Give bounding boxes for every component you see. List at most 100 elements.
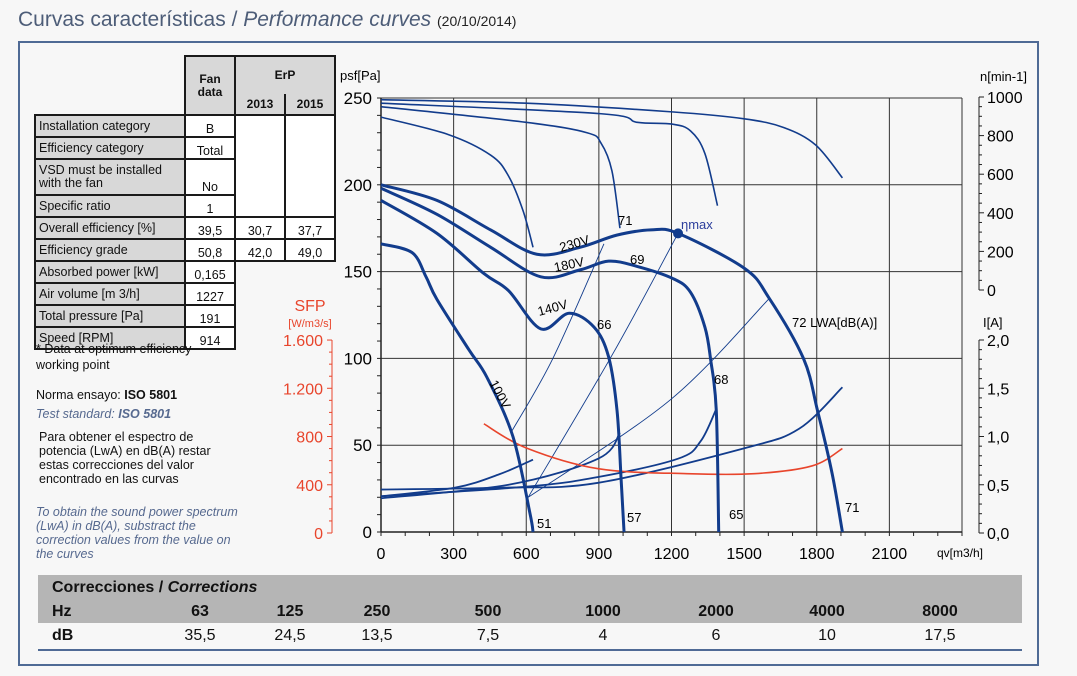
row-label: Installation category	[34, 114, 186, 138]
header-2015: 2015	[284, 94, 336, 116]
fan-table-row: Air volume [m 3/h] 1227	[34, 282, 335, 306]
fan-table-row: Installation category B	[34, 114, 336, 218]
fan-table-row: Overall efficiency [%] 39,5 30,7 37,7	[34, 216, 336, 240]
x-tick-label: 300	[440, 546, 467, 563]
row-2013-value: 42,0	[234, 238, 286, 262]
current-tick-label: 0,5	[987, 478, 1009, 495]
speed-curve-3	[380, 105, 621, 229]
corrections-table: Correcciones / Corrections Hz 63 125 250 50…	[38, 575, 1022, 651]
sound-level-label: 65	[729, 507, 743, 522]
fan-table-row: VSD must be installed with the fan No	[34, 158, 335, 196]
row-fan-value: 39,5	[184, 216, 236, 240]
y-tick-label: 150	[344, 263, 372, 282]
x-tick-label: 0	[377, 546, 386, 563]
speed-tick-label: 600	[987, 167, 1014, 184]
sfp-axis-label: SFP	[294, 298, 325, 315]
speed-axis-label: n[min-1]	[980, 69, 1027, 84]
row-label: Specific ratio	[34, 194, 186, 218]
system-line-1	[511, 243, 605, 432]
hz-value: 500	[474, 603, 502, 620]
row-label: Speed [RPM]	[34, 326, 186, 350]
current-tick-label: 1,0	[987, 430, 1009, 447]
correction-note-es: Para obtener el espectro de potencia (Lw…	[39, 430, 211, 486]
title-en: Performance curves	[243, 8, 432, 31]
norma-ensayo: Norma ensayo: ISO 5801	[36, 388, 178, 402]
hz-value: 63	[191, 603, 209, 620]
voltage-label: 230V	[558, 232, 592, 255]
fan-table-row: Speed [RPM] 914	[34, 326, 335, 350]
correction-note-en: To obtain the sound power spectrum (LwA)…	[36, 505, 238, 561]
row-fan-value: 1	[184, 194, 236, 218]
eta-max-label: ηmax	[681, 217, 713, 232]
y-tick-label: 50	[353, 436, 372, 455]
pressure-curve-100V	[380, 242, 535, 533]
hz-value: 125	[276, 603, 304, 620]
row-2015-value: 37,7	[284, 216, 336, 240]
fan-table-row: Specific ratio 1	[34, 194, 335, 218]
row-2015-value: 49,0	[284, 238, 336, 262]
sound-level-label: 68	[714, 372, 728, 387]
row-label: Overall efficiency [%]	[34, 216, 186, 240]
fan-table-row: Absorbed power [kW] 0,165	[34, 260, 335, 284]
optimum-note: * Data at optimum efficiency working poi…	[36, 342, 192, 372]
title-separator: /	[225, 8, 244, 31]
sfp-tick-label: 1.200	[283, 381, 323, 398]
db-value: 35,5	[184, 627, 216, 644]
speed-curve-2	[380, 102, 719, 206]
db-value: 13,5	[361, 627, 393, 644]
row-fan-value: 1227	[184, 282, 236, 306]
db-value: 6	[711, 627, 721, 644]
page-title: Curvas características / Performance cur…	[18, 8, 516, 32]
x-axis-label: qv[m3/h]	[937, 546, 983, 560]
title-es: Curvas características	[18, 8, 226, 31]
erp-2015-blank	[284, 114, 336, 218]
sfp-axis-unit: [W/m3/s]	[288, 318, 331, 330]
hz-value: 2000	[698, 603, 734, 620]
hz-value: 4000	[809, 603, 845, 620]
sfp-tick-label: 400	[296, 478, 323, 495]
title-date: (20/10/2014)	[437, 13, 517, 29]
row-label: Total pressure [Pa]	[34, 304, 186, 328]
row-2013-value: 30,7	[234, 216, 286, 240]
speed-curve-1	[380, 98, 844, 179]
sound-level-label: 71	[618, 213, 632, 228]
sound-level-label: 57	[627, 510, 641, 525]
y-tick-label: 100	[344, 349, 372, 368]
y-tick-label: 200	[344, 176, 372, 195]
row-fan-value: 0,165	[184, 260, 236, 284]
hz-value: 8000	[922, 603, 958, 620]
sfp-tick-label: 800	[296, 430, 323, 447]
row-fan-value: No	[184, 158, 236, 196]
header-erp: ErP	[234, 55, 336, 94]
fan-data-table: Fan data ErP 2013 2015 Installation categ…	[34, 55, 336, 350]
hz-value: 250	[363, 603, 391, 620]
speed-tick-label: 1000	[987, 90, 1023, 107]
sfp-curve	[483, 423, 843, 476]
row-label: VSD must be installed with the fan	[34, 158, 186, 196]
speed-tick-label: 0	[987, 283, 996, 300]
speed-tick-label: 400	[987, 206, 1014, 223]
corrections-title: Correcciones / Corrections	[52, 579, 258, 596]
current-curve-2	[380, 409, 717, 498]
row-fan-value: B	[184, 114, 236, 138]
row-label: Efficiency category	[34, 136, 186, 160]
hz-label: Hz	[52, 603, 72, 620]
sound-level-label: 69	[630, 252, 644, 267]
erp-2013-blank	[234, 114, 286, 218]
current-curve-4	[380, 458, 534, 498]
sfp-tick-label: 1.600	[283, 333, 323, 350]
row-label: Air volume [m 3/h]	[34, 282, 186, 306]
y-tick-label: 0	[363, 523, 372, 542]
row-fan-value: 191	[184, 304, 236, 328]
db-value: 10	[818, 627, 836, 644]
pressure-curve-140V	[380, 199, 626, 533]
header-2013: 2013	[234, 94, 286, 116]
y-axis-label: psf[Pa]	[340, 68, 380, 83]
current-curve-3	[380, 432, 621, 500]
db-value: 7,5	[476, 627, 500, 644]
db-value: 4	[598, 627, 608, 644]
y-tick-label: 250	[344, 89, 372, 108]
fan-table-row: Efficiency grade 50,8 42,0 49,0	[34, 238, 336, 262]
x-tick-label: 900	[586, 546, 613, 563]
